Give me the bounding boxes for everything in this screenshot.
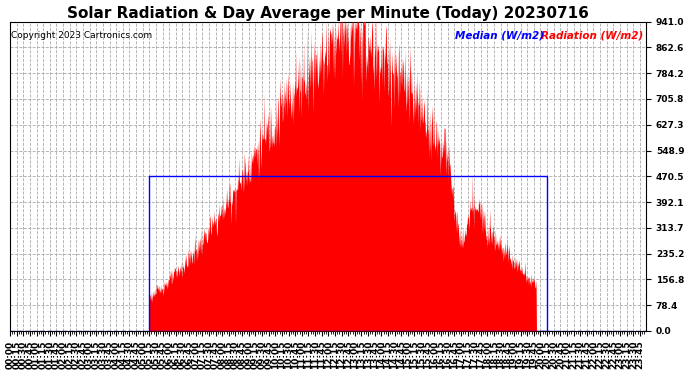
- Bar: [149, 176, 547, 331]
- Text: Copyright 2023 Cartronics.com: Copyright 2023 Cartronics.com: [11, 31, 152, 40]
- Text: Radiation (W/m2): Radiation (W/m2): [541, 31, 643, 41]
- Text: Median (W/m2): Median (W/m2): [455, 31, 544, 41]
- Title: Solar Radiation & Day Average per Minute (Today) 20230716: Solar Radiation & Day Average per Minute…: [67, 6, 589, 21]
